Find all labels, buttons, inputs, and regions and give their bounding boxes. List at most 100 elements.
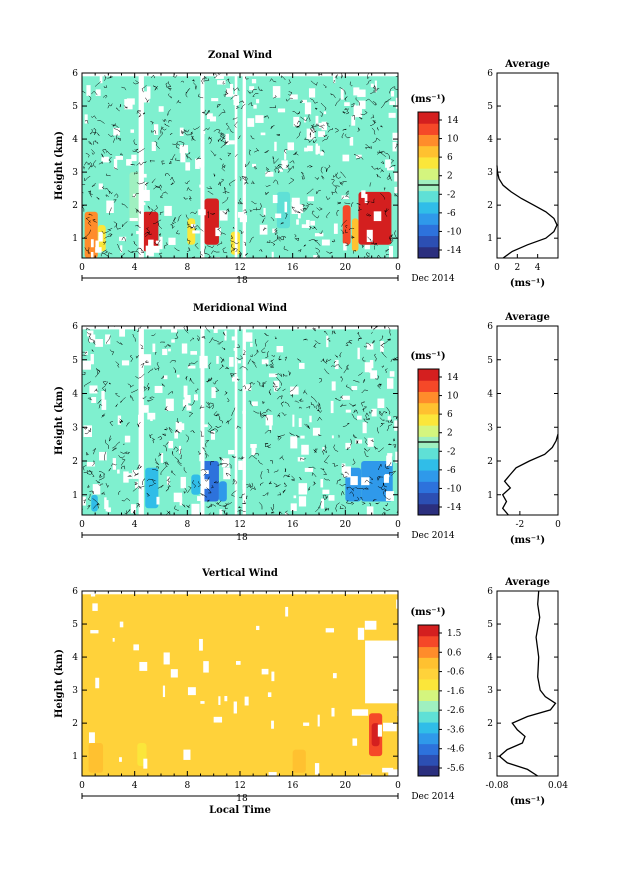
- data-gap: [121, 360, 130, 366]
- average-x-tick-label: 2: [514, 263, 520, 273]
- data-gap: [287, 142, 295, 151]
- data-gap: [101, 390, 105, 400]
- colorbar-tick-label: -6: [447, 466, 456, 476]
- data-gap: [92, 603, 98, 611]
- data-gap: [301, 224, 308, 228]
- heatmap-cell-10: [351, 218, 359, 252]
- data-gap: [380, 340, 384, 352]
- data-gap: [217, 80, 226, 85]
- data-gap: [86, 461, 95, 467]
- data-gap: [187, 687, 196, 696]
- y-tick-label: 2: [72, 457, 78, 467]
- data-gap: [310, 220, 315, 226]
- colorbar-swatch: [418, 625, 439, 637]
- data-gap: [99, 451, 107, 461]
- data-gap: [298, 418, 302, 427]
- data-gap: [291, 201, 300, 214]
- data-gap: [159, 236, 163, 250]
- data-gap: [290, 386, 299, 395]
- data-gap: [117, 415, 122, 425]
- data-gap: [271, 251, 274, 258]
- x-tick-label: 12: [234, 263, 245, 273]
- data-gap: [106, 200, 114, 213]
- average-y-tick-label: 4: [487, 390, 493, 400]
- heatmap-cell-6: [371, 723, 380, 747]
- colorbar-swatch: [418, 145, 439, 158]
- panel-title: Zonal Wind: [208, 50, 272, 61]
- colorbar-unit: (ms⁻¹): [410, 607, 445, 618]
- data-gap: [156, 496, 160, 505]
- data-gap: [341, 195, 349, 200]
- colorbar-swatch: [418, 413, 439, 426]
- colorbar-swatch: [418, 635, 439, 648]
- data-gap: [182, 399, 189, 407]
- data-gap: [82, 360, 91, 370]
- data-gap: [92, 484, 101, 495]
- data-gap: [90, 239, 94, 248]
- data-gap: [249, 86, 255, 91]
- data-gap: [388, 769, 398, 776]
- heatmap-cell-5: [361, 461, 393, 502]
- x-tick-label: 0: [79, 781, 85, 791]
- data-gap: [215, 257, 221, 258]
- data-gap: [195, 158, 200, 169]
- data-gap: [174, 431, 179, 439]
- date-label: 18: [236, 276, 248, 286]
- heatmap-area: [82, 73, 398, 258]
- data-gap: [235, 661, 241, 665]
- y-tick-label: 5: [72, 620, 78, 630]
- data-gap: [357, 415, 362, 420]
- data-gap: [284, 201, 288, 213]
- data-gap: [298, 496, 307, 507]
- data-gap: [210, 430, 216, 440]
- colorbar-tick-label: -14: [447, 246, 462, 256]
- data-gap: [90, 630, 99, 634]
- data-gap: [191, 503, 200, 515]
- data-gap: [88, 732, 95, 743]
- average-y-tick-label: 6: [487, 322, 493, 332]
- data-gap: [206, 113, 213, 120]
- colorbar-tick-label: -3.6: [447, 725, 465, 735]
- data-gap: [388, 112, 396, 118]
- data-gap: [113, 158, 118, 170]
- data-gap: [351, 116, 356, 126]
- data-gap: [352, 738, 358, 746]
- average-x-tick-label: 0: [555, 520, 561, 530]
- data-gap: [198, 209, 206, 216]
- data-gap: [267, 692, 272, 698]
- colorbar-tick-label: -10: [447, 484, 462, 494]
- data-gap: [200, 701, 205, 704]
- data-gap: [278, 169, 283, 172]
- data-gap: [197, 496, 201, 502]
- data-gap: [261, 359, 269, 365]
- colorbar-tick-label: -10: [447, 227, 462, 237]
- data-gap: [160, 453, 164, 463]
- month-label: Dec 2014: [411, 792, 455, 802]
- data-gap: [98, 232, 103, 242]
- average-x-label: (ms⁻¹): [510, 278, 545, 289]
- data-gap: [284, 512, 288, 515]
- data-gap: [224, 330, 227, 341]
- average-y-tick-label: 4: [487, 135, 493, 145]
- data-gap: [373, 211, 382, 222]
- average-x-tick-label: 4: [535, 263, 541, 273]
- data-gap: [244, 696, 249, 706]
- colorbar-swatch: [418, 201, 439, 214]
- data-gap: [113, 127, 120, 136]
- data-gap: [215, 227, 221, 237]
- colorbar-swatch: [418, 156, 439, 169]
- data-gap: [293, 495, 297, 499]
- data-gap: [119, 621, 124, 628]
- x-tick-label: 4: [132, 781, 138, 791]
- data-gap: [314, 233, 324, 237]
- data-gap: [354, 105, 362, 118]
- contour-lines: [82, 326, 398, 515]
- data-gap: [199, 452, 202, 462]
- colorbar-tick-label: 0.6: [447, 648, 462, 658]
- data-gap: [364, 244, 370, 250]
- month-label: Dec 2014: [411, 274, 455, 284]
- x-tick-label: 20: [340, 263, 352, 273]
- x-tick-label: 16: [287, 520, 299, 530]
- data-gap: [190, 351, 198, 355]
- data-gap: [89, 385, 98, 394]
